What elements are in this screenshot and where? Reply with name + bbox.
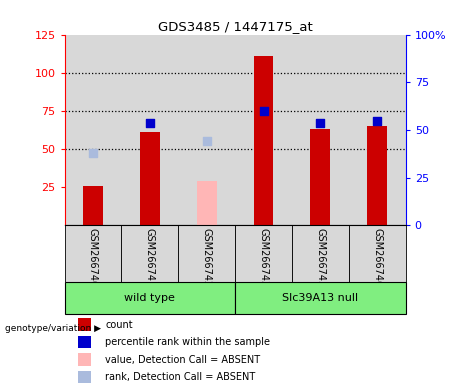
- Point: [373, 118, 381, 124]
- Bar: [121, 225, 178, 282]
- Bar: [78, 353, 91, 366]
- Text: GSM266742: GSM266742: [201, 228, 212, 287]
- Point: [260, 108, 267, 114]
- Bar: [349, 35, 406, 225]
- Bar: [83, 185, 103, 225]
- Text: GSM266746: GSM266746: [372, 228, 382, 287]
- Bar: [310, 129, 331, 225]
- Point: [89, 151, 97, 157]
- Bar: [140, 132, 160, 225]
- Bar: [254, 56, 273, 225]
- Bar: [292, 35, 349, 225]
- Text: GSM266743: GSM266743: [259, 228, 269, 287]
- Point: [146, 120, 154, 126]
- Point: [317, 120, 324, 126]
- Text: rank, Detection Call = ABSENT: rank, Detection Call = ABSENT: [106, 372, 256, 382]
- Text: wild type: wild type: [124, 293, 175, 303]
- Text: GSM266741: GSM266741: [145, 228, 155, 287]
- Text: percentile rank within the sample: percentile rank within the sample: [106, 337, 271, 347]
- Bar: [78, 371, 91, 383]
- Text: genotype/variation ▶: genotype/variation ▶: [5, 324, 100, 333]
- Text: GSM266745: GSM266745: [315, 228, 325, 287]
- Bar: [178, 35, 235, 225]
- Point: [203, 138, 210, 144]
- Bar: [197, 181, 217, 225]
- Bar: [178, 225, 235, 282]
- Bar: [349, 225, 406, 282]
- Bar: [121, 35, 178, 225]
- Bar: [65, 35, 121, 225]
- Bar: [235, 35, 292, 225]
- Text: count: count: [106, 319, 133, 329]
- Bar: [65, 225, 121, 282]
- Bar: [292, 225, 349, 282]
- Bar: [65, 282, 235, 314]
- Text: Slc39A13 null: Slc39A13 null: [282, 293, 359, 303]
- Title: GDS3485 / 1447175_at: GDS3485 / 1447175_at: [158, 20, 313, 33]
- Bar: [78, 336, 91, 348]
- Bar: [78, 318, 91, 331]
- Bar: [367, 126, 387, 225]
- Text: GSM266740: GSM266740: [88, 228, 98, 287]
- Text: value, Detection Call = ABSENT: value, Detection Call = ABSENT: [106, 354, 260, 364]
- Bar: [235, 282, 406, 314]
- Bar: [235, 225, 292, 282]
